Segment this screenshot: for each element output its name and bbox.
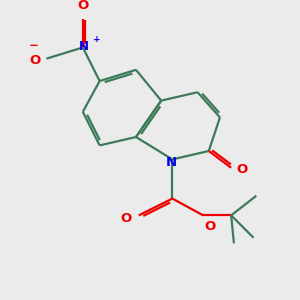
Text: +: + <box>93 34 100 43</box>
Text: O: O <box>237 163 248 176</box>
Text: O: O <box>121 212 132 225</box>
Text: N: N <box>165 156 177 169</box>
Text: O: O <box>30 53 41 67</box>
Text: N: N <box>78 40 88 52</box>
Text: −: − <box>29 39 39 52</box>
Text: O: O <box>205 220 216 232</box>
Text: O: O <box>78 0 89 13</box>
